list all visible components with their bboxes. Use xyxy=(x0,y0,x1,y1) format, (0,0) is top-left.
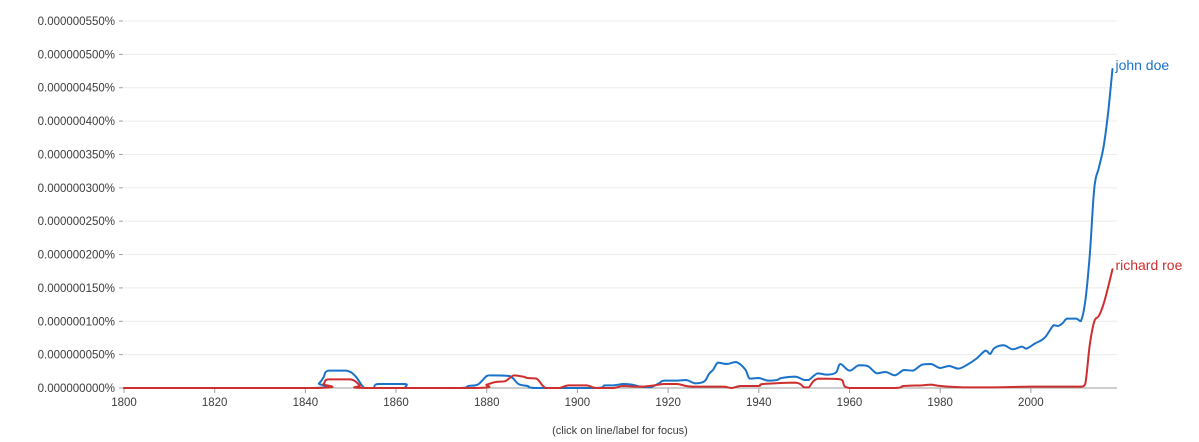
y-tick-label: 0.000000150% xyxy=(38,283,115,295)
series-label-richard-roe[interactable]: richard roe xyxy=(1115,257,1182,273)
y-tick-label: 0.000000500% xyxy=(38,49,115,61)
series-line-richard-roe[interactable] xyxy=(123,268,1114,390)
y-tick-label: 0.000000300% xyxy=(38,183,115,195)
grid-layer xyxy=(124,20,1117,356)
x-tick-label: 2000 xyxy=(1018,397,1044,409)
y-tick-label: 0.000000350% xyxy=(38,149,115,161)
focus-hint: (click on line/label for focus) xyxy=(552,425,688,437)
x-tick-label: 1980 xyxy=(927,397,953,409)
series-labels: john doe richard roe xyxy=(1114,57,1182,273)
x-tick-label: 1920 xyxy=(655,397,681,409)
y-tick-label: 0.000000100% xyxy=(38,316,115,328)
y-tick-label: 0.000000250% xyxy=(38,216,115,228)
y-tick-label: 0.000000000% xyxy=(38,383,115,395)
y-tick-label: 0.000000400% xyxy=(38,116,115,128)
x-tick-label: 1900 xyxy=(565,397,591,409)
y-tick-label: 0.000000550% xyxy=(38,16,115,28)
y-tick-label: 0.000000050% xyxy=(38,350,115,362)
y-tick-label: 0.000000450% xyxy=(38,83,115,95)
x-tick-label: 1860 xyxy=(383,397,409,409)
x-tick-label: 1940 xyxy=(746,397,772,409)
x-tick-label: 1880 xyxy=(474,397,500,409)
x-tick-label: 1960 xyxy=(837,397,863,409)
x-tick-label: 1820 xyxy=(202,397,228,409)
series-layer xyxy=(123,68,1114,390)
axis-layer xyxy=(119,20,1117,393)
series-line-john-doe[interactable] xyxy=(123,68,1114,390)
x-tick-label: 1840 xyxy=(293,397,319,409)
x-tick-label: 1800 xyxy=(111,397,137,409)
series-label-john-doe[interactable]: john doe xyxy=(1114,57,1169,73)
y-tick-labels: 0.000000000% 0.000000050% 0.000000100% 0.00… xyxy=(38,16,115,395)
y-tick-label: 0.000000200% xyxy=(38,250,115,262)
x-tick-labels: 1800 1820 1840 1860 1880 1900 1920 1940 1960 1980… xyxy=(111,397,1043,409)
